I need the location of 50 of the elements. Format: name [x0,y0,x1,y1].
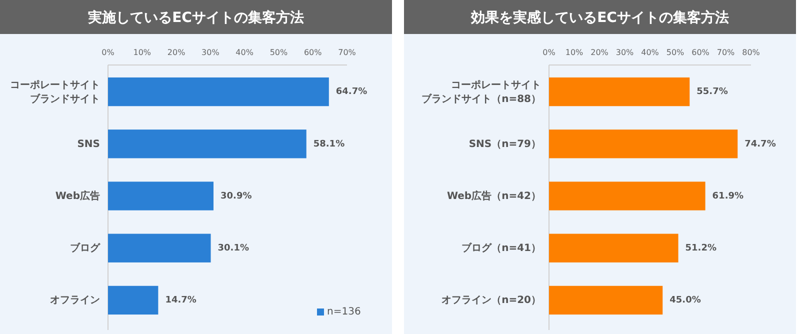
data-label: 74.7% [744,139,776,150]
x-tick-label: 80% [742,48,760,57]
x-tick-label: 30% [202,48,220,57]
y-tick-label: コーポレートサイトブランドサイト（n=88） [422,80,541,105]
x-tick-label: 60% [692,48,710,57]
bar [108,182,214,210]
bar [549,234,678,262]
data-label: 30.9% [220,191,252,202]
y-tick-label: Web広告（n=42） [446,190,541,202]
y-tick-label: オフライン（n=20） [442,294,541,306]
data-label: 55.7% [696,87,728,98]
bar [108,286,158,315]
y-tick-label: コーポレートサイトブランドサイト [10,80,100,105]
data-label: 45.0% [670,296,701,306]
data-label: 64.7% [336,87,368,98]
bar [549,130,738,158]
chart-title: 効果を実感しているECサイトの集客方法 [470,9,729,26]
x-tick-label: 60% [304,48,322,57]
chart-title: 実施しているECサイトの集客方法 [88,9,304,26]
x-tick-label: 20% [167,48,186,57]
data-label: 51.2% [685,244,717,254]
x-tick-label: 50% [666,48,685,57]
x-tick-label: 0% [102,48,115,57]
x-tick-label: 50% [270,48,288,57]
x-tick-label: 40% [236,48,254,57]
y-tick-label: ブログ（n=41） [462,242,541,254]
bar [108,130,306,158]
x-tick-label: 70% [338,48,356,57]
bar [108,234,211,262]
y-tick-label: SNS [77,138,100,150]
data-label: 61.9% [712,191,744,202]
bar [549,182,706,210]
x-tick-label: 40% [641,48,660,57]
data-label: 14.7% [165,296,196,306]
x-tick-label: 70% [716,48,736,57]
y-tick-label: ブログ [70,242,101,254]
bar [549,77,690,106]
x-tick-label: 0% [542,48,556,57]
legend-label: n=136 [327,306,361,318]
x-tick-label: 20% [590,48,609,57]
data-label: 58.1% [313,139,345,150]
data-label: 30.1% [218,244,250,254]
x-tick-label: 10% [565,48,584,57]
bar [108,77,329,106]
y-tick-label: Web広告 [55,190,100,202]
x-tick-label: 30% [616,48,634,57]
y-tick-label: SNS（n=79） [468,138,541,150]
x-tick-label: 10% [133,48,152,57]
y-tick-label: オフライン [50,294,100,306]
bar [549,286,663,315]
